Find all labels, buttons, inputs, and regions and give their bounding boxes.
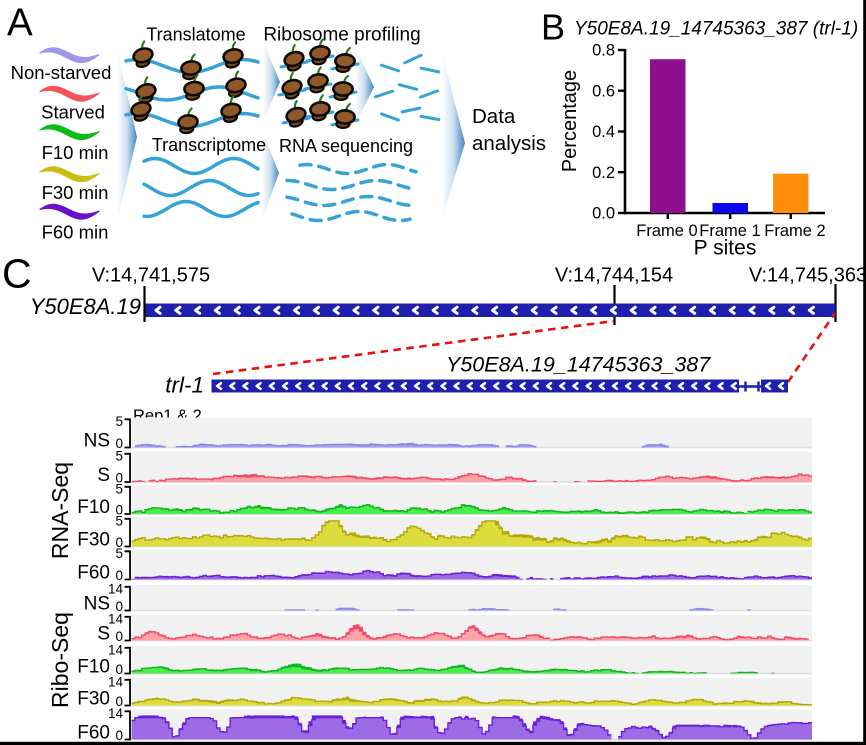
- svg-text:P sites: P sites: [694, 237, 757, 260]
- svg-text:0: 0: [115, 599, 123, 614]
- svg-text:S: S: [97, 624, 110, 645]
- svg-text:Y50E8A.19_14745363_387: Y50E8A.19_14745363_387: [446, 353, 711, 377]
- svg-text:0.6: 0.6: [592, 82, 615, 100]
- svg-text:Frame 0: Frame 0: [636, 222, 697, 240]
- svg-text:0: 0: [115, 471, 123, 486]
- svg-text:14: 14: [108, 675, 124, 690]
- svg-text:NS: NS: [84, 431, 110, 452]
- svg-text:5: 5: [115, 414, 123, 429]
- svg-text:0.0: 0.0: [592, 205, 615, 223]
- svg-text:Percentage: Percentage: [559, 70, 581, 172]
- svg-text:S: S: [97, 465, 110, 486]
- svg-text:V:14,744,154: V:14,744,154: [555, 265, 673, 287]
- svg-text:Y50E8A.19: Y50E8A.19: [30, 294, 141, 319]
- svg-text:Ribosome profiling: Ribosome profiling: [263, 25, 420, 46]
- svg-text:0: 0: [115, 629, 123, 644]
- svg-text:Non-starved: Non-starved: [11, 62, 112, 83]
- svg-text:RNA-Seq: RNA-Seq: [47, 462, 73, 559]
- svg-text:B: B: [541, 7, 565, 48]
- svg-text:14: 14: [108, 582, 124, 597]
- svg-text:A: A: [7, 2, 33, 45]
- svg-text:5: 5: [115, 482, 123, 497]
- svg-text:F10 min: F10 min: [42, 142, 109, 163]
- svg-text:0: 0: [115, 662, 123, 677]
- svg-text:Transcriptome: Transcriptome: [152, 135, 266, 155]
- svg-text:Ribo-Seq: Ribo-Seq: [47, 612, 73, 708]
- svg-text:Translatome: Translatome: [146, 25, 245, 45]
- svg-text:0: 0: [115, 535, 123, 550]
- svg-text:F60 min: F60 min: [42, 222, 109, 243]
- svg-text:F10: F10: [77, 657, 110, 678]
- svg-text:Frame 1: Frame 1: [699, 222, 760, 240]
- svg-text:Starved: Starved: [41, 102, 105, 123]
- svg-text:Frame 2: Frame 2: [764, 222, 825, 240]
- svg-text:RNA sequencing: RNA sequencing: [279, 136, 413, 156]
- svg-text:5: 5: [115, 514, 123, 529]
- svg-text:F30: F30: [77, 689, 110, 710]
- svg-text:F60: F60: [77, 563, 110, 584]
- svg-text:NS: NS: [84, 594, 110, 615]
- svg-text:C: C: [2, 251, 32, 297]
- svg-text:Y50E8A.19_14745363_387 (trl-1): Y50E8A.19_14745363_387 (trl-1): [574, 19, 858, 40]
- svg-text:5: 5: [115, 546, 123, 561]
- svg-text:14: 14: [108, 706, 124, 721]
- svg-text:0: 0: [115, 436, 123, 451]
- svg-text:0: 0: [115, 503, 123, 518]
- svg-text:0.8: 0.8: [592, 42, 615, 60]
- svg-text:0.2: 0.2: [592, 164, 615, 182]
- svg-text:F30: F30: [77, 530, 110, 551]
- svg-text:F60: F60: [77, 723, 110, 744]
- svg-text:F10: F10: [77, 497, 110, 518]
- svg-text:5: 5: [115, 449, 123, 464]
- svg-text:V:14,745,363: V:14,745,363: [749, 265, 866, 287]
- svg-text:14: 14: [108, 612, 124, 627]
- svg-text:0: 0: [115, 728, 123, 743]
- svg-text:F30 min: F30 min: [42, 182, 109, 203]
- svg-text:0: 0: [115, 568, 123, 583]
- svg-text:trl-1: trl-1: [165, 373, 204, 398]
- svg-text:0.4: 0.4: [592, 123, 615, 141]
- svg-text:14: 14: [108, 643, 124, 658]
- svg-text:analysis: analysis: [472, 132, 546, 155]
- svg-text:V:14,741,575: V:14,741,575: [92, 265, 210, 287]
- svg-text:0: 0: [115, 694, 123, 709]
- svg-text:Data: Data: [472, 105, 516, 128]
